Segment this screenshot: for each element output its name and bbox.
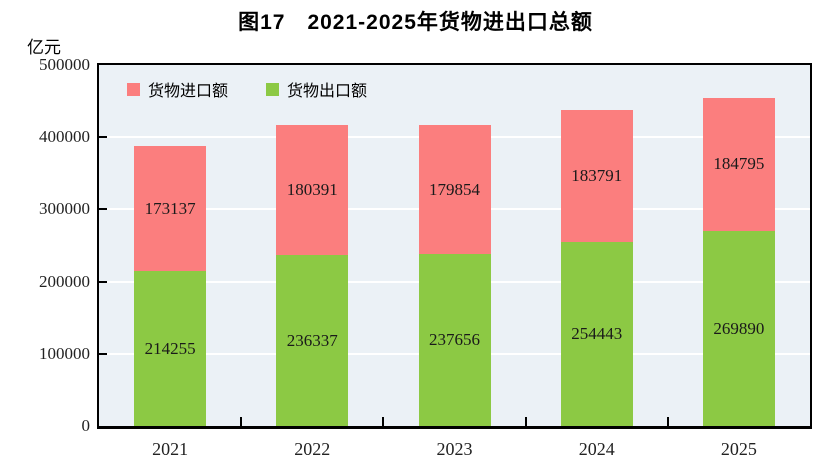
- bar-segment-export: 269890: [702, 231, 775, 426]
- y-axis-unit-label: 亿元: [27, 38, 61, 57]
- legend: 货物进口额 货物出口额: [127, 77, 367, 101]
- export-legend-swatch-icon: [266, 82, 280, 96]
- plot-area: 214255 173137 236337 180391 237656 179854 2544…: [97, 63, 812, 429]
- bar-segment-export: 236337: [276, 255, 349, 426]
- chart-title: 图17 2021-2025年货物进出口总额: [238, 11, 593, 34]
- bar-value-label: 184795: [713, 154, 765, 174]
- y-axis-tick-label: 100000: [39, 343, 90, 363]
- y-axis-tick-label: 200000: [39, 271, 90, 291]
- bar-value-label: 237656: [429, 330, 480, 350]
- bar-value-label: 180391: [286, 180, 338, 200]
- bar-segment-import: 184795: [702, 97, 775, 232]
- y-axis-tick-label: 500000: [39, 55, 90, 74]
- x-tick-mark: [240, 417, 243, 426]
- legend-item-import: 货物进口额: [127, 77, 228, 101]
- bar-value-label: 173137: [144, 198, 196, 218]
- x-axis-category-label: 2021: [152, 439, 189, 459]
- legend-label: 货物出口额: [287, 83, 368, 100]
- y-tick-mark: [99, 136, 107, 139]
- bar-value-label: 214255: [144, 338, 196, 358]
- y-tick-mark: [99, 208, 107, 211]
- x-tick-mark: [524, 417, 527, 426]
- legend-item-export: 货物出口额: [266, 77, 367, 101]
- bar-segment-import: 179854: [418, 124, 491, 255]
- bar-value-label: 183791: [571, 165, 623, 185]
- y-axis-tick-label: 300000: [39, 199, 90, 219]
- x-axis-category-label: 2023: [436, 439, 473, 459]
- bar-value-label: 179854: [429, 179, 480, 199]
- bar-value-label: 269890: [713, 318, 765, 338]
- import-legend-swatch-icon: [127, 82, 140, 96]
- legend-label: 货物进口额: [148, 83, 229, 100]
- bar-segment-export: 254443: [560, 242, 633, 426]
- bar-segment-import: 180391: [276, 125, 349, 256]
- x-tick-mark: [666, 417, 669, 426]
- bar-segment-export: 214255: [134, 271, 207, 426]
- y-axis-tick-label: 0: [81, 416, 91, 435]
- y-axis-tick-label: 400000: [39, 127, 90, 147]
- bar-segment-export: 237656: [418, 254, 491, 426]
- x-tick-mark: [382, 417, 385, 426]
- bar-segment-import: 183791: [560, 109, 633, 243]
- x-axis-category-label: 2024: [578, 439, 615, 459]
- bar-value-label: 254443: [571, 324, 623, 344]
- x-axis-category-label: 2025: [720, 439, 757, 459]
- bar-segment-import: 173137: [134, 146, 207, 272]
- y-tick-mark: [99, 352, 107, 355]
- y-tick-mark: [99, 280, 107, 283]
- bar-value-label: 236337: [286, 330, 338, 350]
- x-axis-category-label: 2022: [294, 439, 331, 459]
